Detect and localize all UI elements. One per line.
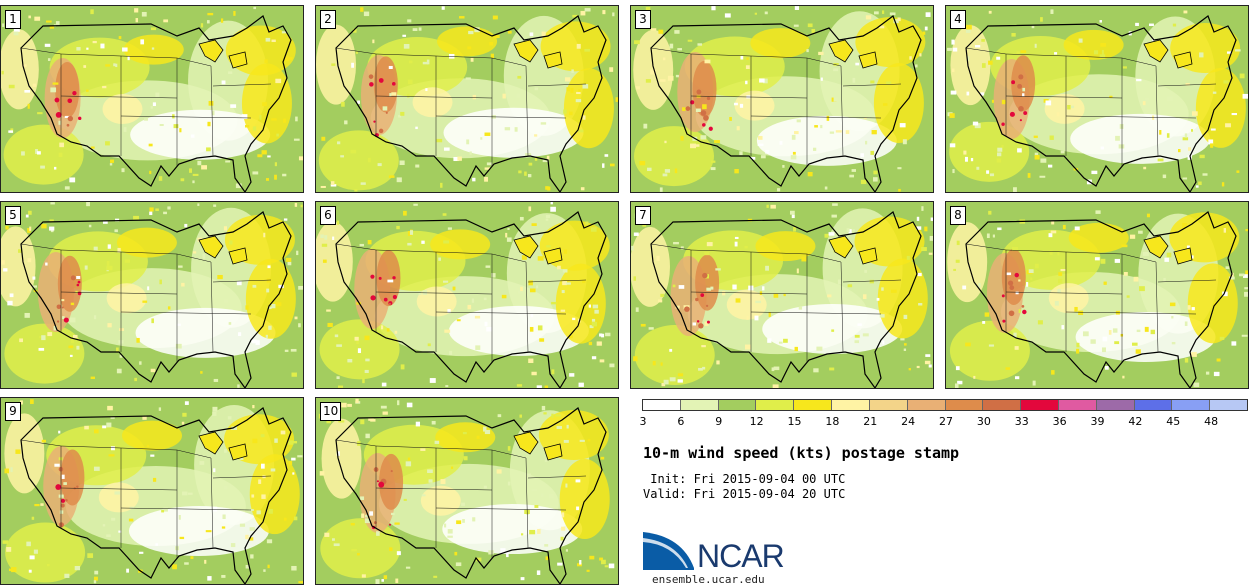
member-panel-5: 5 [0, 201, 304, 389]
member-panel-2: 2 [315, 5, 619, 193]
member-panel-7: 7 [630, 201, 934, 389]
colorbar-tick-label: 30 [976, 415, 991, 428]
ncar-logo-icon [643, 532, 694, 570]
member-panel-10: 10 [315, 397, 619, 585]
member-panel-8: 8 [945, 201, 1249, 389]
colorbar-segment [1021, 400, 1059, 410]
wind-map [316, 6, 618, 192]
colorbar-tick-label: 12 [749, 415, 764, 428]
wind-map [631, 202, 933, 388]
member-label: 2 [320, 10, 336, 29]
member-panel-6: 6 [315, 201, 619, 389]
colorbar-segment [1096, 400, 1135, 410]
colorbar-segment [832, 400, 870, 410]
colorbar-tick-label: 15 [787, 415, 802, 428]
colorbar-segment [869, 400, 908, 410]
colorbar-tick-label: 42 [1128, 415, 1143, 428]
colorbar-segment [756, 400, 795, 410]
member-panel-4: 4 [945, 5, 1249, 193]
wind-map [946, 6, 1248, 192]
colorbar-segment [1172, 400, 1211, 410]
colorbar-segment [1210, 400, 1247, 410]
colorbar-tick-label: 18 [825, 415, 840, 428]
colorbar-segment [983, 400, 1022, 410]
member-label: 8 [950, 206, 966, 225]
member-panel-9: 9 [0, 397, 304, 585]
ncar-logo-text: NCAR [697, 538, 785, 574]
plot-title: 10-m wind speed (kts) postage stamp [643, 444, 960, 462]
colorbar-tick-label: 27 [939, 415, 953, 428]
wind-map [316, 202, 618, 388]
member-label: 6 [320, 206, 336, 225]
wind-map [316, 398, 618, 584]
colorbar-tick-label: 36 [1052, 415, 1067, 428]
colorbar-segment [907, 400, 946, 410]
colorbar-segment [794, 400, 833, 410]
colorbar-segment [680, 400, 719, 410]
wind-speed-colorbar [642, 399, 1248, 411]
member-panel-3: 3 [630, 5, 934, 193]
wind-map [1, 6, 303, 192]
colorbar-tick-label: 3 [639, 415, 647, 428]
colorbar-segment [718, 400, 757, 410]
member-label: 4 [950, 10, 966, 29]
colorbar-segment [945, 400, 984, 410]
colorbar-tick-label: 33 [1014, 415, 1029, 428]
init-time: Init: Fri 2015-09-04 00 UTC [643, 472, 846, 486]
member-label: 10 [320, 402, 342, 421]
member-label: 7 [635, 206, 651, 225]
colorbar-tick-label: 45 [1166, 415, 1181, 428]
wind-map [1, 202, 303, 388]
wind-map [1, 398, 303, 584]
colorbar-tick-label: 6 [677, 415, 685, 428]
colorbar-tick-label: 24 [901, 415, 916, 428]
colorbar-tick-label: 9 [715, 415, 723, 428]
wind-map [631, 6, 933, 192]
colorbar-tick-label: 21 [863, 415, 878, 428]
valid-time: Valid: Fri 2015-09-04 20 UTC [643, 487, 846, 501]
member-label: 5 [5, 206, 21, 225]
colorbar-segment [643, 400, 681, 410]
wind-map [946, 202, 1248, 388]
colorbar-tick-label: 48 [1204, 415, 1219, 428]
colorbar-segment [1134, 400, 1173, 410]
member-label: 1 [5, 10, 21, 29]
member-label: 3 [635, 10, 651, 29]
ensemble-url[interactable]: ensemble.ucar.edu [652, 573, 765, 586]
member-panel-1: 1 [0, 5, 304, 193]
colorbar-segment [1058, 400, 1097, 410]
member-label: 9 [5, 402, 21, 421]
colorbar-tick-label: 39 [1090, 415, 1105, 428]
